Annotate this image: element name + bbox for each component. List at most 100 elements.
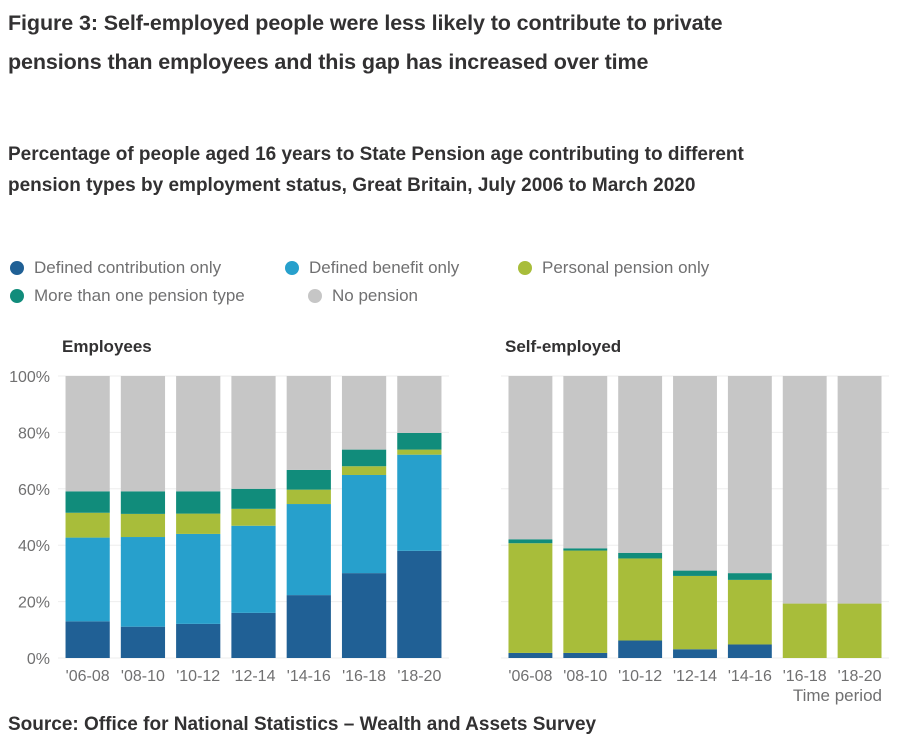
bar-segment-db <box>176 533 221 624</box>
bar-segment-none <box>727 376 772 574</box>
bar-segment-none <box>782 376 827 604</box>
legend-item-no-pension[interactable]: No pension <box>308 286 418 306</box>
bar-segment-multi <box>341 449 387 467</box>
chart-area: 0% 20% 40% 60% 80% 100% '06-08 '08-10 '10-12 '12-… <box>9 369 889 685</box>
bar-segment-none <box>176 376 221 492</box>
bar-segment-db <box>120 537 166 627</box>
bar-segment-dc <box>120 626 166 658</box>
bar-segment-db <box>65 537 110 622</box>
bar-segment-none <box>837 376 882 604</box>
legend-item-personal-pension[interactable]: Personal pension only <box>518 258 709 278</box>
x-tick-label: '18-20 <box>838 668 882 685</box>
bar-segment-none <box>563 376 608 549</box>
x-tick-label: '08-10 <box>121 668 165 685</box>
bar-segment-multi <box>397 432 442 450</box>
bar-segment-none <box>508 376 553 540</box>
panel-title-self-employed: Self-employed <box>505 337 622 356</box>
bar-segment-pp <box>286 489 331 505</box>
x-tick-label: '10-12 <box>618 668 662 685</box>
legend-label: More than one pension type <box>34 286 245 305</box>
source-note: Source: Office for National Statistics –… <box>8 714 597 735</box>
y-tick-label: 80% <box>18 425 50 442</box>
bar-segment-db <box>231 525 276 613</box>
legend-item-defined-benefit[interactable]: Defined benefit only <box>285 258 459 278</box>
panel-title-employees: Employees <box>62 337 152 356</box>
bar-segment-none <box>231 376 276 489</box>
legend-label: Personal pension only <box>542 258 710 277</box>
legend-swatch-icon <box>10 289 24 303</box>
bar-segment-pp <box>837 603 882 658</box>
bar-segment-pp <box>508 543 553 653</box>
x-tick-label: '14-16 <box>287 668 331 685</box>
bar-segment-none <box>65 376 110 492</box>
x-tick-label: '06-08 <box>66 668 110 685</box>
bar-segment-pp <box>341 466 387 475</box>
bar-segment-dc <box>65 621 110 658</box>
bar-segment-multi <box>673 570 717 576</box>
legend-swatch-icon <box>518 261 532 275</box>
y-tick-label: 100% <box>9 369 50 386</box>
bar-segment-dc <box>618 640 663 658</box>
chart-subtitle: Percentage of people aged 16 years to St… <box>8 144 744 196</box>
legend-swatch-icon <box>285 261 299 275</box>
legend-item-more-than-one[interactable]: More than one pension type <box>10 286 245 306</box>
bar-segment-pp <box>231 508 276 526</box>
x-tick-label: '18-20 <box>397 668 441 685</box>
bar-segment-none <box>397 376 442 433</box>
bar-segment-none <box>341 376 387 450</box>
legend-label: Defined contribution only <box>34 258 222 277</box>
y-tick-label: 20% <box>18 595 50 612</box>
x-tick-label: '12-14 <box>673 668 717 685</box>
x-tick-label: '14-16 <box>728 668 772 685</box>
bar-segment-dc <box>176 623 221 658</box>
bar-segment-db <box>286 504 331 596</box>
legend-label: No pension <box>332 286 419 305</box>
bar-segment-pp <box>120 513 166 538</box>
x-tick-label: '16-18 <box>783 668 827 685</box>
x-tick-label: '10-12 <box>176 668 220 685</box>
bar-segment-dc <box>397 550 442 658</box>
bar-segment-multi <box>120 491 166 514</box>
bar-segment-pp <box>782 603 827 658</box>
bar-segment-pp <box>397 449 442 455</box>
bar-segment-dc <box>341 573 387 658</box>
legend-item-defined-contribution[interactable]: Defined contribution only <box>10 258 221 278</box>
bar-segment-dc <box>673 649 717 658</box>
legend-label: Defined benefit only <box>309 258 460 277</box>
bar-segment-multi <box>286 469 331 490</box>
bar-segment-pp <box>727 579 772 645</box>
bar-segment-pp <box>65 512 110 538</box>
bar-segment-multi <box>508 539 553 544</box>
x-tick-label: '08-10 <box>563 668 607 685</box>
bar-segment-dc <box>286 595 331 658</box>
bar-segment-multi <box>618 552 663 559</box>
bar-segment-none <box>286 376 331 470</box>
bar-segment-pp <box>673 575 717 650</box>
y-tick-label: 0% <box>27 651 50 668</box>
bar-segment-pp <box>618 558 663 641</box>
bar-segment-dc <box>563 652 608 658</box>
bar-segment-db <box>341 474 387 574</box>
bar-segment-multi <box>563 548 608 551</box>
bar-segment-none <box>673 376 717 571</box>
x-tick-label: '12-14 <box>232 668 276 685</box>
bar-segment-none <box>120 376 166 492</box>
bar-segment-multi <box>65 491 110 513</box>
x-tick-label: '16-18 <box>342 668 386 685</box>
bar-segment-multi <box>231 488 276 509</box>
bar-segment-db <box>397 454 442 551</box>
bar-segment-multi <box>727 573 772 580</box>
y-tick-label: 40% <box>18 538 50 555</box>
bar-segment-dc <box>508 652 553 658</box>
bar-segment-multi <box>176 491 221 514</box>
bar-segment-dc <box>727 644 772 658</box>
legend-swatch-icon <box>308 289 322 303</box>
x-axis-title: Time period <box>792 686 882 705</box>
bar-segment-none <box>618 376 663 553</box>
bar-segment-dc <box>231 612 276 658</box>
x-tick-label: '06-08 <box>508 668 552 685</box>
bar-segment-pp <box>176 513 221 534</box>
bar-segment-pp <box>563 550 608 653</box>
legend-swatch-icon <box>10 261 24 275</box>
chart-title: Figure 3: Self-employed people were less… <box>8 11 723 74</box>
